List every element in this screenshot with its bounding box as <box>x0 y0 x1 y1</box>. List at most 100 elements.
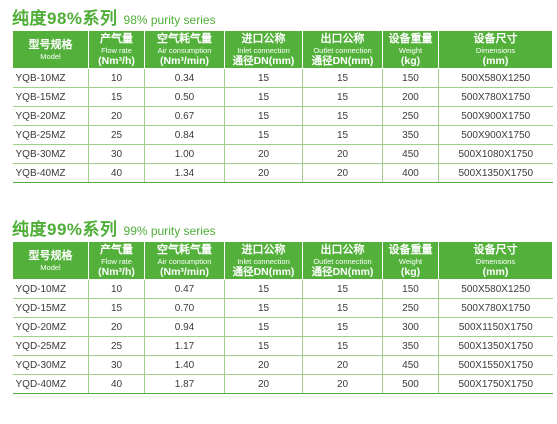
table-cell: 0.34 <box>144 68 225 88</box>
table-cell: 20 <box>302 144 383 164</box>
table-cell: 20 <box>88 317 145 337</box>
column-header-en: Weight <box>398 256 423 266</box>
table-cell: 1.34 <box>144 163 225 183</box>
table-cell: 500X900X1750 <box>438 106 553 126</box>
table-cell: 15 <box>302 87 383 107</box>
table-cell: 15 <box>302 298 383 318</box>
column-header-unit: (Nm³/h) <box>98 265 135 278</box>
section-title-zh: 纯度99%系列 <box>12 220 118 239</box>
column-header-zh: 产气量 <box>100 243 133 256</box>
table-cell: 150 <box>382 68 439 88</box>
model-cell: YQB-25MZ <box>12 125 89 145</box>
section-title: 纯度99%系列 99% purity series <box>12 215 552 241</box>
table-header-row: 型号规格 Model 产气量 Flow rate (Nm³/h) 空气耗气量 Air con… <box>12 241 553 280</box>
table-cell: 15 <box>224 68 303 88</box>
table-row: YQB-25MZ 25 0.84 15 15 350 500X900X1750 <box>12 125 553 145</box>
table-cell: 400 <box>382 163 439 183</box>
table-body: YQB-10MZ 10 0.34 15 15 150 500X580X1250 YQB-15M… <box>12 68 553 183</box>
column-header: 出口公称 Outlet connection 通径DN(mm) <box>302 30 383 69</box>
column-header-zh: 设备重量 <box>388 243 433 256</box>
table-cell: 0.50 <box>144 87 225 107</box>
model-cell: YQB-30MZ <box>12 144 89 164</box>
table-cell: 20 <box>302 163 383 183</box>
column-header-en: Outlet connection <box>313 45 372 55</box>
table-cell: 30 <box>88 355 145 375</box>
table-cell: 15 <box>302 125 383 145</box>
column-header-zh: 型号规格 <box>28 38 73 51</box>
table-cell: 20 <box>224 163 303 183</box>
column-header-unit: 通径DN(mm) <box>232 265 295 278</box>
table-cell: 15 <box>224 106 303 126</box>
table-cell: 15 <box>224 336 303 356</box>
column-header-en: Model <box>40 51 61 61</box>
table-cell: 450 <box>382 355 439 375</box>
column-header: 设备尺寸 Dimensions (mm) <box>438 30 553 69</box>
table-cell: 15 <box>302 279 383 299</box>
table-cell: 500 <box>382 374 439 394</box>
table-cell: 0.67 <box>144 106 225 126</box>
table-row: YQD-25MZ 25 1.17 15 15 350 500X1350X1750 <box>12 336 553 356</box>
column-header-unit: 通径DN(mm) <box>232 54 295 67</box>
table-cell: 500X1080X1750 <box>438 144 553 164</box>
column-header: 型号规格 Model <box>12 241 89 280</box>
table-cell: 20 <box>224 144 303 164</box>
table-cell: 250 <box>382 106 439 126</box>
table-cell: 250 <box>382 298 439 318</box>
model-cell: YQD-15MZ <box>12 298 89 318</box>
table-cell: 15 <box>302 317 383 337</box>
table-cell: 500X900X1750 <box>438 125 553 145</box>
table-cell: 15 <box>88 87 145 107</box>
table-header-row: 型号规格 Model 产气量 Flow rate (Nm³/h) 空气耗气量 Air con… <box>12 30 553 69</box>
table-cell: 500X580X1250 <box>438 279 553 299</box>
table-row: YQB-30MZ 30 1.00 20 20 450 500X1080X1750 <box>12 144 553 164</box>
table-cell: 1.00 <box>144 144 225 164</box>
table-cell: 200 <box>382 87 439 107</box>
table-cell: 15 <box>302 68 383 88</box>
model-cell: YQB-40MZ <box>12 163 89 183</box>
column-header-zh: 出口公称 <box>320 32 365 45</box>
column-header-en: Flow rate <box>101 45 132 55</box>
table-cell: 15 <box>88 298 145 318</box>
column-header-en: Inlet connection <box>237 45 290 55</box>
column-header-en: Inlet connection <box>237 256 290 266</box>
model-cell: YQB-10MZ <box>12 68 89 88</box>
table-cell: 15 <box>302 336 383 356</box>
table-row: YQB-20MZ 20 0.67 15 15 250 500X900X1750 <box>12 106 553 126</box>
column-header-unit: (kg) <box>400 54 421 67</box>
model-cell: YQD-40MZ <box>12 374 89 394</box>
table-cell: 500X1550X1750 <box>438 355 553 375</box>
section-title-en: 98% purity series <box>123 13 216 27</box>
table-cell: 500X1350X1750 <box>438 336 553 356</box>
table-cell: 0.70 <box>144 298 225 318</box>
table-body: YQD-10MZ 10 0.47 15 15 150 500X580X1250 YQD-15M… <box>12 279 553 394</box>
table-row: YQB-15MZ 15 0.50 15 15 200 500X780X1750 <box>12 87 553 107</box>
table-cell: 25 <box>88 125 145 145</box>
table-row: YQD-40MZ 40 1.87 20 20 500 500X1750X1750 <box>12 374 553 394</box>
column-header-en: Weight <box>398 45 423 55</box>
column-header: 进口公称 Inlet connection 通径DN(mm) <box>224 30 303 69</box>
table-row: YQD-30MZ 30 1.40 20 20 450 500X1550X1750 <box>12 355 553 375</box>
purity-98-section: 纯度98%系列 98% purity series 型号规格 Model 产气量 Fl… <box>12 4 553 183</box>
column-header-zh: 设备尺寸 <box>473 243 518 256</box>
table-cell: 15 <box>302 106 383 126</box>
table-cell: 1.87 <box>144 374 225 394</box>
table-cell: 20 <box>302 374 383 394</box>
section-title: 纯度98%系列 98% purity series <box>12 4 552 30</box>
column-header-zh: 出口公称 <box>320 243 365 256</box>
table-cell: 20 <box>302 355 383 375</box>
table-cell: 20 <box>224 355 303 375</box>
table-cell: 450 <box>382 144 439 164</box>
column-header-unit: (kg) <box>400 265 421 278</box>
table-cell: 40 <box>88 163 145 183</box>
spec-table-98: 型号规格 Model 产气量 Flow rate (Nm³/h) 空气耗气量 Air con… <box>12 30 553 183</box>
model-cell: YQB-15MZ <box>12 87 89 107</box>
column-header-zh: 进口公称 <box>241 243 286 256</box>
table-cell: 500X1150X1750 <box>438 317 553 337</box>
column-header: 空气耗气量 Air consumption (Nm³/min) <box>144 30 225 69</box>
column-header-unit: (Nm³/min) <box>160 265 209 278</box>
table-row: YQB-10MZ 10 0.34 15 15 150 500X580X1250 <box>12 68 553 88</box>
table-cell: 0.47 <box>144 279 225 299</box>
table-cell: 0.84 <box>144 125 225 145</box>
column-header: 空气耗气量 Air consumption (Nm³/min) <box>144 241 225 280</box>
purity-99-section: 纯度99%系列 99% purity series 型号规格 Model 产气量 Fl… <box>12 215 553 394</box>
